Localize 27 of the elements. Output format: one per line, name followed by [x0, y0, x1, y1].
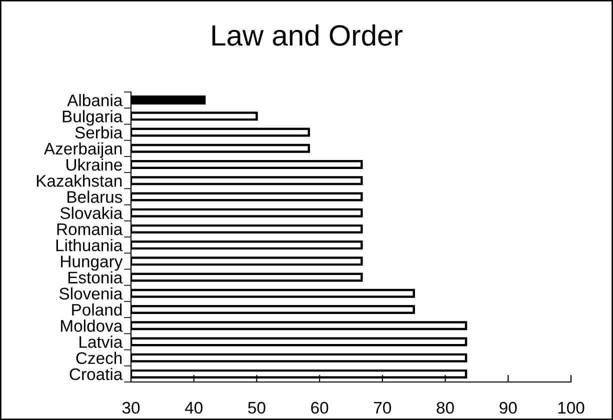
x-tick-label: 40: [184, 402, 202, 414]
y-tick-label: Czech: [76, 352, 122, 364]
y-tick-label: Azerbaijan: [44, 142, 122, 158]
x-tick-label: 90: [500, 402, 517, 414]
y-tick-label: Slovenia: [59, 287, 123, 300]
y-tick-label: Hungary: [61, 256, 123, 271]
x-tick-label: 70: [374, 402, 392, 414]
x-tick-label: 100: [558, 402, 584, 414]
y-tick-label: Poland: [72, 303, 122, 316]
y-tick-label: Estonia: [68, 271, 123, 284]
x-tick-label: 60: [311, 402, 328, 414]
y-tick-label: Belarus: [68, 190, 122, 203]
y-tick-label: Bulgaria: [62, 110, 123, 126]
y-tick-label: Latvia: [80, 336, 123, 348]
y-tick-label: Romania: [57, 222, 123, 236]
y-tick-label: Albania: [67, 94, 123, 106]
y-tick-label: Moldova: [61, 320, 123, 332]
y-tick-label: Slovakia: [60, 206, 123, 220]
y-tick-label: Lithuania: [56, 239, 123, 252]
y-tick-label: Serbia: [75, 126, 123, 138]
y-tick-label: Kazakhstan: [36, 174, 122, 187]
x-tick-label: 30: [122, 402, 140, 414]
y-tick-label: Croatia: [70, 368, 123, 380]
chart-title: Law and Order: [212, 24, 402, 46]
y-tick-label: Ukraine: [66, 158, 122, 171]
x-tick-label: 80: [436, 402, 454, 414]
x-tick-label: 50: [248, 402, 266, 414]
